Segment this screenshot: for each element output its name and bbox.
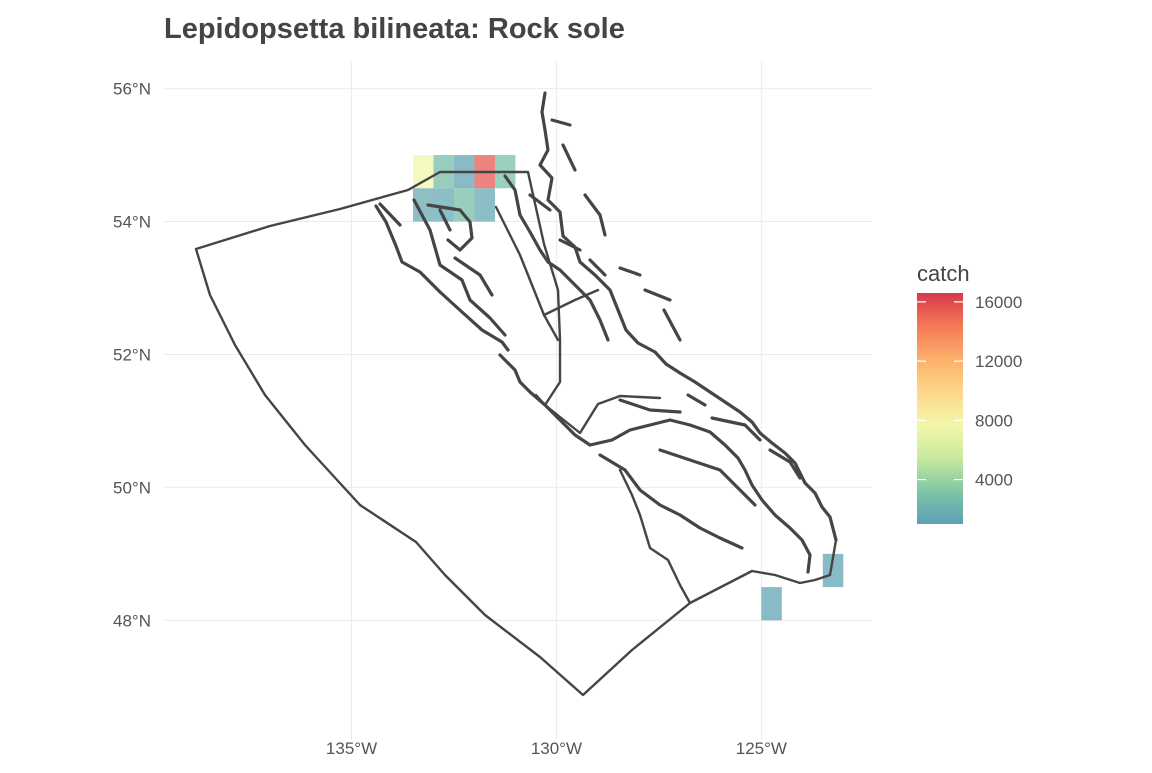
catch-cell (822, 553, 844, 588)
y-tick-label: 56°N (113, 80, 151, 99)
legend: catch 16000 12000 8000 4000 (917, 261, 1022, 524)
catch-cell (433, 188, 454, 222)
catch-cell (474, 188, 495, 222)
x-axis-labels: 135°W 130°W 125°W (326, 739, 787, 758)
y-tick-label: 50°N (113, 478, 151, 497)
area-division-south (618, 468, 692, 605)
y-axis-labels: 56°N 54°N 52°N 50°N 48°N (113, 80, 151, 631)
area-division-central (542, 288, 600, 317)
gridlines (163, 62, 872, 740)
x-tick-label: 125°W (736, 739, 787, 758)
legend-ticks: 16000 12000 8000 4000 (917, 293, 1022, 490)
mainland-coast (538, 91, 838, 542)
legend-tick-label: 12000 (975, 352, 1022, 371)
catch-cell (412, 188, 434, 222)
y-tick-label: 52°N (113, 345, 151, 364)
legend-tick-label: 8000 (975, 411, 1013, 430)
central-coast-islands (498, 174, 610, 447)
catch-cell (412, 155, 434, 189)
legend-tick-label: 16000 (975, 293, 1022, 312)
management-areas (194, 170, 838, 697)
x-tick-label: 130°W (531, 739, 582, 758)
vancouver-island-coast (588, 398, 812, 574)
catch-cell (761, 587, 782, 621)
catch-cells (412, 155, 844, 621)
coastline (374, 91, 838, 574)
chart-title: Lepidopsetta bilineata: Rock sole (164, 13, 625, 45)
catch-cell (453, 188, 475, 222)
area-division-north (494, 205, 560, 342)
y-tick-label: 54°N (113, 213, 151, 232)
legend-title: catch (917, 261, 970, 286)
x-tick-label: 135°W (326, 739, 377, 758)
offshore-boundary (194, 170, 838, 697)
haida-gwaii-coast (374, 198, 510, 352)
legend-tick-label: 4000 (975, 471, 1013, 490)
legend-colorbar (917, 293, 963, 524)
y-tick-label: 48°N (113, 611, 151, 630)
